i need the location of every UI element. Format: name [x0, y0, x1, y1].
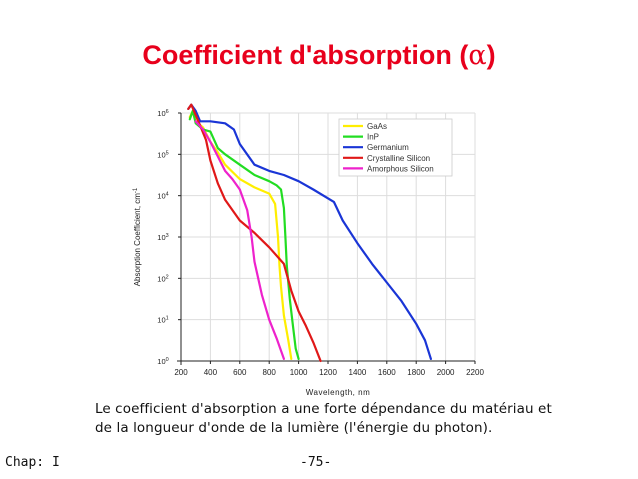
x-tick-label: 2000	[437, 368, 455, 377]
chart-axis-labels: Wavelength, nm Absorption Coefficient, cm…	[133, 187, 370, 397]
y-tick-label: 106	[157, 109, 168, 118]
x-tick-label: 1200	[319, 368, 337, 377]
series-line-crystalline-silicon	[187, 103, 322, 363]
x-tick-label: 800	[263, 368, 277, 377]
slide-title-text: Coefficient d'absorption (	[142, 40, 469, 70]
caption-line-2: de la longueur d'onde de la lumière (l'é…	[95, 420, 493, 436]
legend-label: GaAs	[367, 122, 387, 131]
series-line-amorphous-silicon	[194, 120, 285, 360]
footer-chapter: Chap: I	[5, 455, 60, 470]
x-axis-label: Wavelength, nm	[306, 388, 371, 397]
x-tick-label: 400	[204, 368, 218, 377]
x-tick-label: 1400	[349, 368, 367, 377]
y-tick-label: 101	[157, 316, 168, 325]
absorption-chart: 200 400 600 800 1000 1200 1400 1600 1800 2000 2200…	[133, 103, 484, 397]
x-tick-label: 200	[174, 368, 188, 377]
y-axis-label: Absorption Coefficient, cm-1	[133, 187, 142, 286]
slide-title-close: )	[486, 40, 496, 70]
alpha-symbol: α	[468, 40, 487, 71]
caption-line-1: Le coefficient d'absorption a une forte …	[95, 401, 552, 417]
x-tick-label: 600	[233, 368, 247, 377]
footer-page-number: -75-	[300, 455, 332, 470]
caption: Le coefficient d'absorption a une forte …	[95, 400, 555, 438]
chart-series	[187, 103, 432, 363]
y-tick-label: 102	[157, 274, 168, 283]
x-tick-label: 1000	[290, 368, 308, 377]
x-tick-label: 1800	[407, 368, 425, 377]
y-tick-label: 105	[157, 150, 168, 159]
legend-label: InP	[367, 133, 379, 142]
legend-label: Germanium	[367, 143, 409, 152]
legend-label: Amorphous Silicon	[367, 164, 434, 173]
chart-axes: 200 400 600 800 1000 1200 1400 1600 1800 2000 2200…	[157, 109, 484, 377]
series-line-germanium	[187, 103, 432, 360]
y-tick-label: 104	[157, 192, 168, 201]
x-tick-label: 1600	[378, 368, 396, 377]
y-tick-label: 100	[157, 357, 168, 366]
chart-grid	[180, 112, 476, 362]
y-tick-label: 103	[157, 233, 168, 242]
x-tick-label: 2200	[466, 368, 484, 377]
slide-title: Coefficient d'absorption (α)	[0, 40, 638, 71]
legend-label: Crystalline Silicon	[367, 154, 430, 163]
